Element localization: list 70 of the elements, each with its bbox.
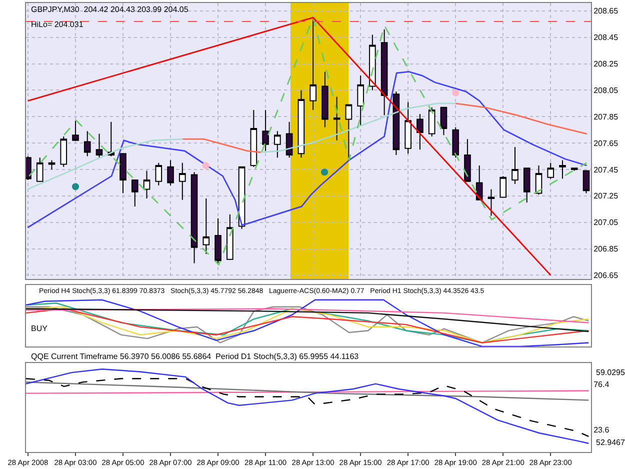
candlestick — [440, 106, 448, 136]
candlestick — [416, 113, 424, 150]
y-tick-label: 207.25 — [594, 192, 619, 201]
candlestick — [96, 133, 103, 158]
candlestick — [488, 188, 495, 216]
y-tick-label: 208.05 — [594, 86, 619, 95]
y-tick-label: 76.4 — [594, 380, 610, 390]
point — [321, 168, 328, 176]
candlestick — [500, 176, 507, 198]
candlestick — [547, 162, 554, 180]
candlestick — [333, 96, 340, 141]
annotation: BUY — [31, 324, 48, 333]
line-series — [26, 71, 588, 228]
candlestick — [226, 214, 234, 260]
y-tick-label: 208.45 — [594, 33, 619, 42]
candlestick — [570, 168, 578, 172]
y-tick-label: 208.65 — [594, 6, 619, 16]
candlestick — [167, 160, 174, 186]
candlestick — [452, 126, 459, 158]
point — [452, 89, 460, 96]
candlestick — [120, 153, 126, 194]
y-tick-label: 207.45 — [594, 165, 619, 174]
candlestick — [476, 165, 483, 200]
candlestick — [380, 28, 388, 116]
candlestick — [428, 106, 436, 137]
candlestick — [190, 172, 198, 264]
candlestick — [131, 180, 138, 207]
candlestick — [582, 170, 590, 194]
candlestick — [464, 138, 471, 182]
candlestick — [72, 120, 79, 141]
text: QQE Current Timeframe 56.3970 56.0086 55.6864 Period D1 Stoch(5,3,3) 65.9955 44.1163 — [31, 352, 360, 361]
candlestick — [298, 90, 305, 158]
y-tick-label: 207.05 — [594, 218, 619, 228]
annotation: GBPJPY,M30 204.42 204.43 203.99 204.05 — [31, 5, 189, 14]
text: 52.9467 — [596, 438, 625, 447]
candlestick — [84, 130, 91, 157]
candlestick — [392, 91, 400, 156]
candlestick — [369, 34, 376, 91]
candlestick — [286, 121, 293, 158]
candlestick — [36, 157, 44, 182]
candlestick — [404, 102, 412, 154]
y-tick-label: 23.6 — [594, 426, 610, 435]
candlestick — [214, 218, 222, 266]
y-tick-label: 206.65 — [594, 270, 619, 280]
y-tick-label: 207.85 — [594, 112, 619, 122]
candlestick — [512, 146, 518, 185]
line-series — [26, 368, 590, 444]
candlestick — [202, 198, 210, 255]
candlestick — [322, 71, 328, 128]
line-series — [26, 378, 590, 438]
candlestick — [357, 75, 364, 126]
candlestick — [143, 170, 150, 200]
text: 59.0295 — [596, 368, 625, 377]
point — [72, 183, 79, 190]
candlestick — [535, 165, 542, 196]
candlestick — [178, 162, 186, 200]
y-tick-label: 208.25 — [594, 60, 619, 69]
y-tick-label: 207.65 — [594, 138, 619, 148]
annotation: HiLo= 204.031 — [31, 20, 84, 29]
y-tick-label: 206.85 — [594, 244, 619, 254]
candlestick — [155, 162, 162, 186]
candlestick — [523, 168, 530, 203]
candlestick — [250, 110, 258, 168]
candlestick — [262, 110, 269, 152]
point — [202, 162, 210, 170]
candlestick — [559, 160, 566, 180]
candlestick — [274, 130, 281, 158]
candlestick — [60, 136, 68, 168]
candlestick — [48, 160, 56, 170]
line-series — [26, 381, 590, 401]
